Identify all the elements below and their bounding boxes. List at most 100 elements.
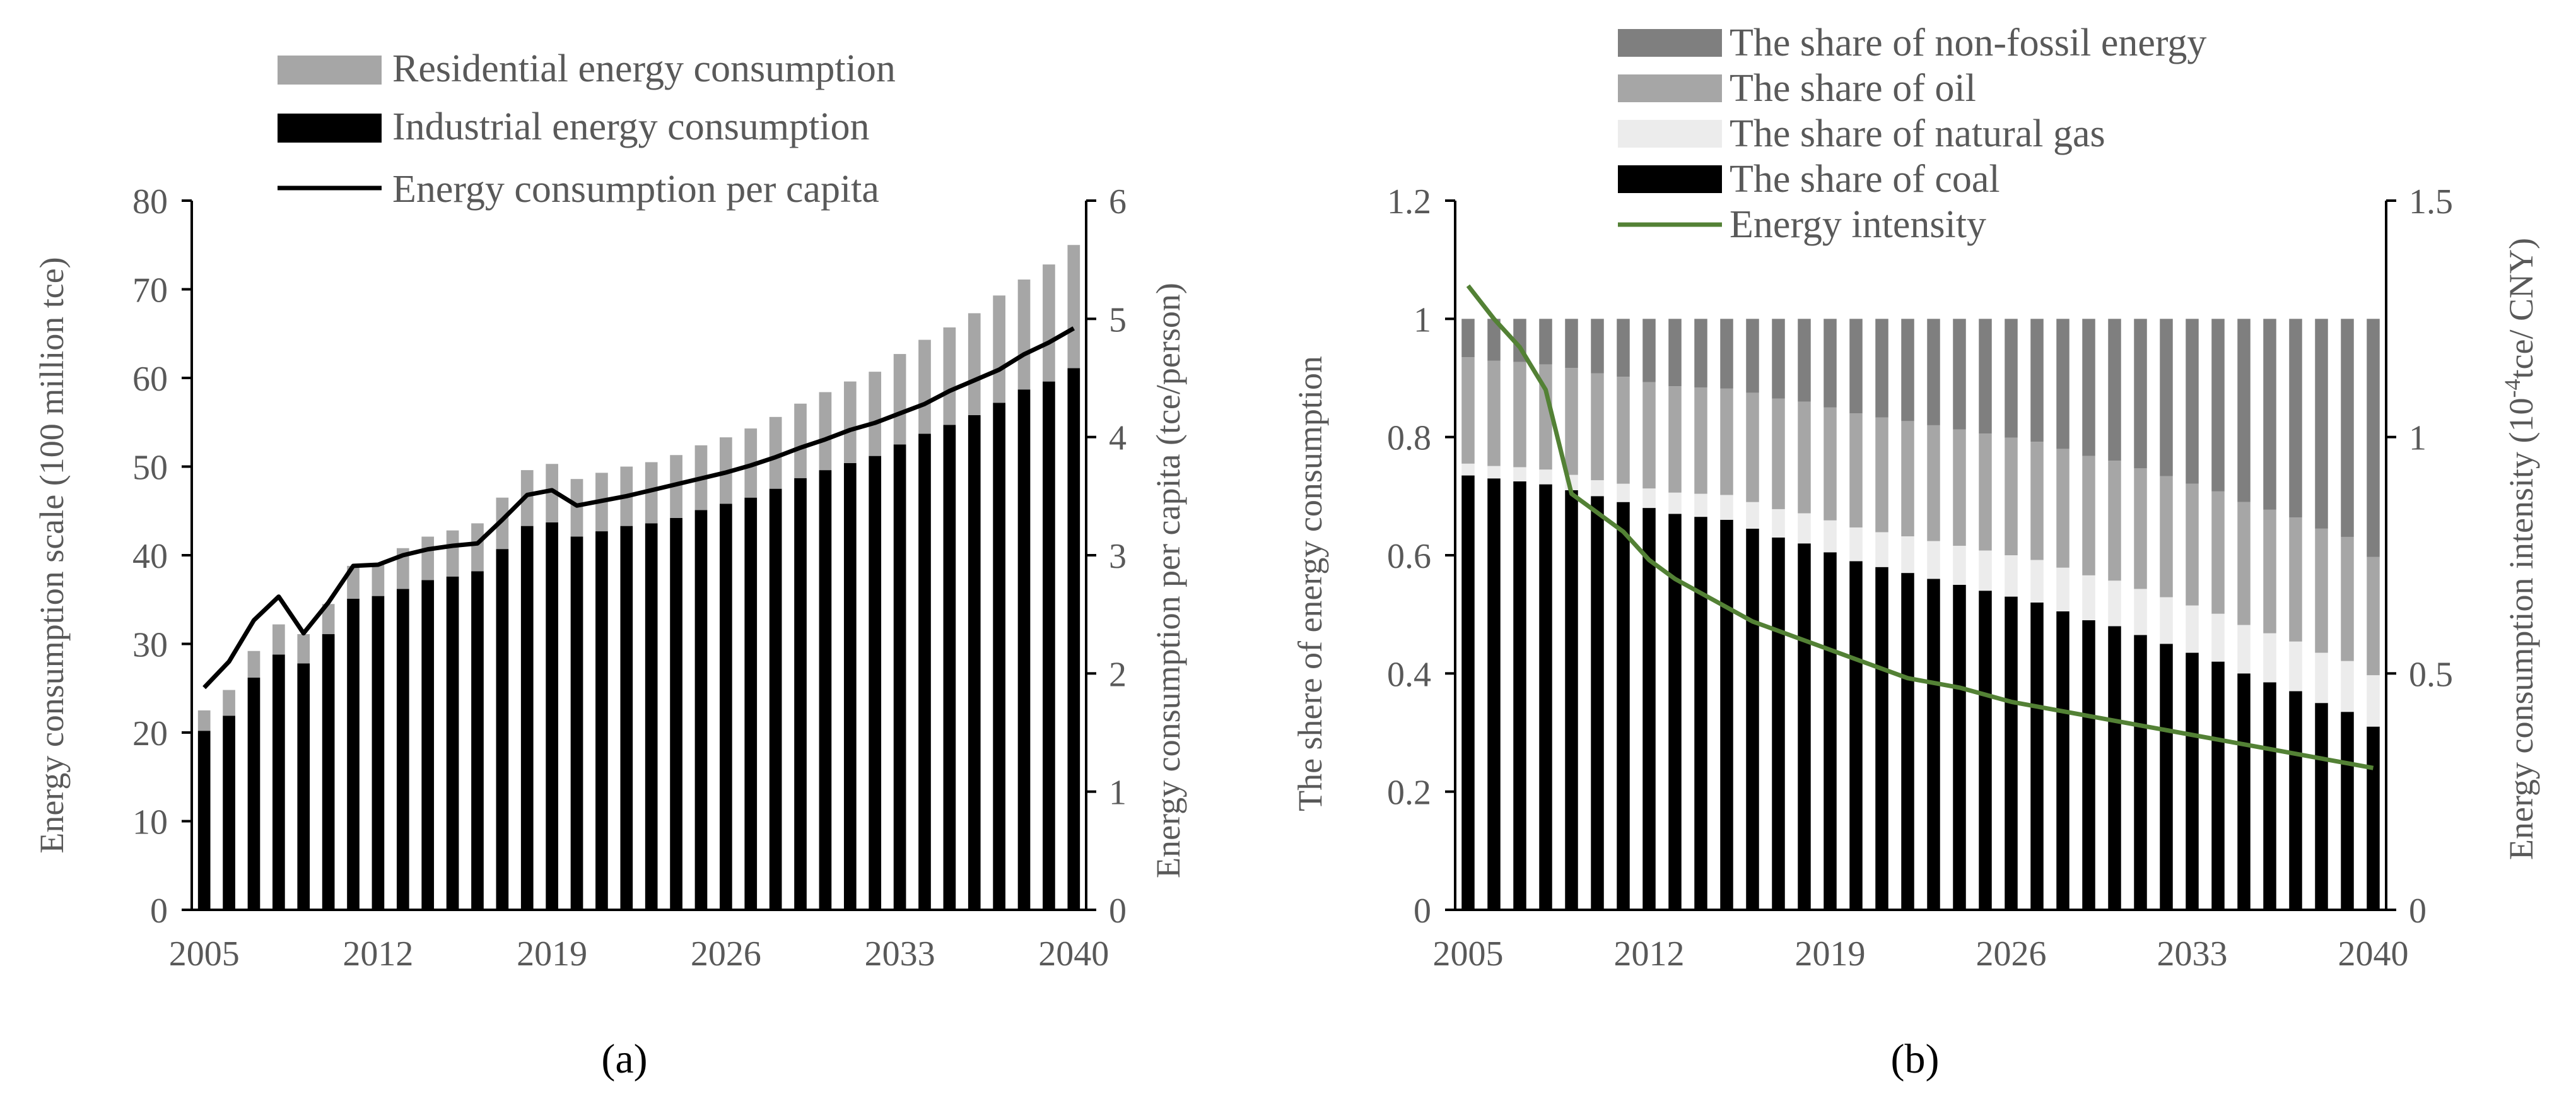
chart-a-right-tick-label: 2 xyxy=(1109,655,1127,694)
bar-b-the-share-of-oil-2017 xyxy=(1772,398,1785,509)
bar-a-industrial-energy-consumption-2033 xyxy=(893,444,906,910)
line-a-energy-consumption-per-capita xyxy=(202,326,1075,690)
bar-b-the-share-of-non-fossil-energy-2008 xyxy=(1539,319,1552,365)
bar-b-the-share-of-oil-2026 xyxy=(2005,437,2018,555)
bar-b-the-share-of-oil-2038 xyxy=(2315,528,2328,653)
chart-b-right-tick-label: 0 xyxy=(2409,892,2427,931)
bar-b-the-share-of-non-fossil-energy-2013 xyxy=(1668,319,1682,387)
bar-b-the-share-of-natural-gas-2024 xyxy=(1953,546,1966,585)
bar-b-the-share-of-coal-2036 xyxy=(2263,682,2276,910)
bar-b-the-share-of-non-fossil-energy-2010 xyxy=(1591,319,1604,374)
bar-b-the-share-of-coal-2037 xyxy=(2289,691,2302,910)
bar-a-industrial-energy-consumption-2022 xyxy=(620,526,633,910)
bar-b-the-share-of-oil-2010 xyxy=(1591,373,1604,481)
bar-b-the-share-of-non-fossil-energy-2028 xyxy=(2056,319,2070,449)
bar-a-industrial-energy-consumption-2012 xyxy=(372,596,385,910)
chart-b-bars xyxy=(1461,319,2380,910)
bar-b-the-share-of-natural-gas-2029 xyxy=(2082,575,2095,621)
bar-a-industrial-energy-consumption-2023 xyxy=(645,523,658,910)
bar-b-the-share-of-oil-2039 xyxy=(2341,536,2354,661)
bar-b-the-share-of-oil-2025 xyxy=(1979,433,1992,551)
bar-b-the-share-of-non-fossil-energy-2016 xyxy=(1746,319,1759,393)
bar-b-the-share-of-coal-2009 xyxy=(1565,490,1578,910)
bar-a-residential-energy-consumption-2028 xyxy=(769,416,782,489)
bar-b-the-share-of-non-fossil-energy-2012 xyxy=(1642,319,1656,382)
bar-b-the-share-of-natural-gas-2010 xyxy=(1591,480,1604,497)
bar-a-residential-energy-consumption-2012 xyxy=(372,563,385,596)
bar-b-the-share-of-natural-gas-2023 xyxy=(1927,541,1940,579)
bar-a-residential-energy-consumption-2015 xyxy=(446,530,459,577)
chart-b-y2label-tail: tce/ CNY) xyxy=(2502,238,2540,379)
bar-b-the-share-of-non-fossil-energy-2017 xyxy=(1772,319,1785,399)
legend-label-intensity: Energy intensity xyxy=(1730,203,1986,246)
chart-b-left-tick-label: 0.6 xyxy=(1387,537,1431,576)
bar-a-industrial-energy-consumption-2009 xyxy=(297,663,310,910)
bar-b-the-share-of-natural-gas-2040 xyxy=(2367,675,2380,727)
chart-a-bars xyxy=(197,245,1080,910)
bar-a-residential-energy-consumption-2040 xyxy=(1067,245,1080,368)
bar-b-the-share-of-natural-gas-2026 xyxy=(2005,555,2018,597)
bar-b-the-share-of-natural-gas-2031 xyxy=(2134,589,2147,635)
bar-b-the-share-of-coal-2019 xyxy=(1824,552,1837,910)
chart-b-left-tick-labels: 0 0.2 0.4 0.6 0.8 1 1.2 xyxy=(1387,182,1431,931)
bar-a-residential-energy-consumption-2032 xyxy=(869,372,882,456)
bar-b-the-share-of-non-fossil-energy-2006 xyxy=(1487,319,1501,361)
chart-b-y2label-sup: -4 xyxy=(2500,379,2525,398)
bar-b-the-share-of-oil-2016 xyxy=(1746,392,1759,502)
bar-b-the-share-of-oil-2023 xyxy=(1927,425,1940,541)
legend-label-coal: The share of coal xyxy=(1730,158,2000,201)
bar-a-residential-energy-consumption-2038 xyxy=(1017,280,1031,390)
chart-b-line-layer xyxy=(1466,284,2374,770)
legend-label-per-capita: Energy consumption per capita xyxy=(392,168,879,211)
chart-a-y2label: Energy consumption per capita (tce/perso… xyxy=(1149,283,1187,878)
bar-b-the-share-of-non-fossil-energy-2018 xyxy=(1798,319,1811,402)
bar-b-the-share-of-natural-gas-2014 xyxy=(1694,493,1707,517)
bar-b-the-share-of-oil-2029 xyxy=(2082,456,2095,575)
chart-a-x-tick-label-2005: 2005 xyxy=(169,934,240,974)
bar-a-industrial-energy-consumption-2039 xyxy=(1043,381,1055,910)
bar-b-the-share-of-coal-2012 xyxy=(1642,508,1656,910)
chart-b-right-tick-label: 0.5 xyxy=(2409,655,2453,694)
chart-a-x-tick-label-2033: 2033 xyxy=(865,934,935,974)
bar-a-residential-energy-consumption-2030 xyxy=(819,392,832,471)
chart-b-right-tick-labels: 0 0.5 1 1.5 xyxy=(2409,182,2453,931)
bar-b-the-share-of-coal-2021 xyxy=(1875,567,1888,910)
bar-b-the-share-of-non-fossil-energy-2011 xyxy=(1617,319,1630,377)
bar-a-industrial-energy-consumption-2031 xyxy=(843,462,857,910)
chart-a-left-tick-label: 40 xyxy=(132,537,168,576)
bar-a-residential-energy-consumption-2020 xyxy=(570,479,583,537)
chart-b-x-tick-label-2033: 2033 xyxy=(2157,934,2228,974)
bar-a-residential-energy-consumption-2037 xyxy=(993,295,1005,403)
bar-a-residential-energy-consumption-2019 xyxy=(546,464,558,523)
bar-a-industrial-energy-consumption-2005 xyxy=(197,731,211,910)
chart-b-right-tick-label: 1.5 xyxy=(2409,182,2453,221)
bar-b-the-share-of-oil-2035 xyxy=(2237,502,2251,625)
bar-b-the-share-of-natural-gas-2022 xyxy=(1901,536,1914,574)
bar-b-the-share-of-oil-2024 xyxy=(1953,429,1966,546)
bar-b-the-share-of-coal-2031 xyxy=(2134,635,2147,910)
bar-a-residential-energy-consumption-2035 xyxy=(943,327,956,425)
bar-b-the-share-of-oil-2040 xyxy=(2367,556,2380,676)
bar-b-the-share-of-oil-2009 xyxy=(1565,368,1578,475)
bar-a-industrial-energy-consumption-2018 xyxy=(520,526,534,910)
bar-b-the-share-of-oil-2032 xyxy=(2160,476,2173,598)
bar-b-the-share-of-non-fossil-energy-2038 xyxy=(2315,319,2328,529)
bar-a-residential-energy-consumption-2031 xyxy=(843,381,857,463)
chart-a-left-tick-label: 30 xyxy=(132,626,168,665)
bar-a-residential-energy-consumption-2017 xyxy=(496,497,509,550)
chart-a-legend: Residential energy consumption Industria… xyxy=(278,47,896,211)
bar-b-the-share-of-natural-gas-2039 xyxy=(2341,661,2354,712)
bar-b-the-share-of-oil-2028 xyxy=(2056,449,2070,568)
bar-a-residential-energy-consumption-2010 xyxy=(322,604,335,635)
bar-a-industrial-energy-consumption-2028 xyxy=(769,488,782,910)
chart-a-x-tick-label-2040: 2040 xyxy=(1038,934,1109,974)
bar-a-residential-energy-consumption-2033 xyxy=(893,354,906,445)
chart-a-left-tick-label: 60 xyxy=(132,360,168,399)
bar-b-the-share-of-coal-2028 xyxy=(2056,611,2070,910)
bar-a-residential-energy-consumption-2014 xyxy=(421,536,435,580)
bar-b-the-share-of-coal-2018 xyxy=(1798,543,1811,910)
bar-b-the-share-of-coal-2030 xyxy=(2108,626,2121,910)
chart-b-ylabel: The shere of energy consumption xyxy=(1291,356,1329,811)
chart-b-left-tick-label: 0.4 xyxy=(1387,655,1431,694)
